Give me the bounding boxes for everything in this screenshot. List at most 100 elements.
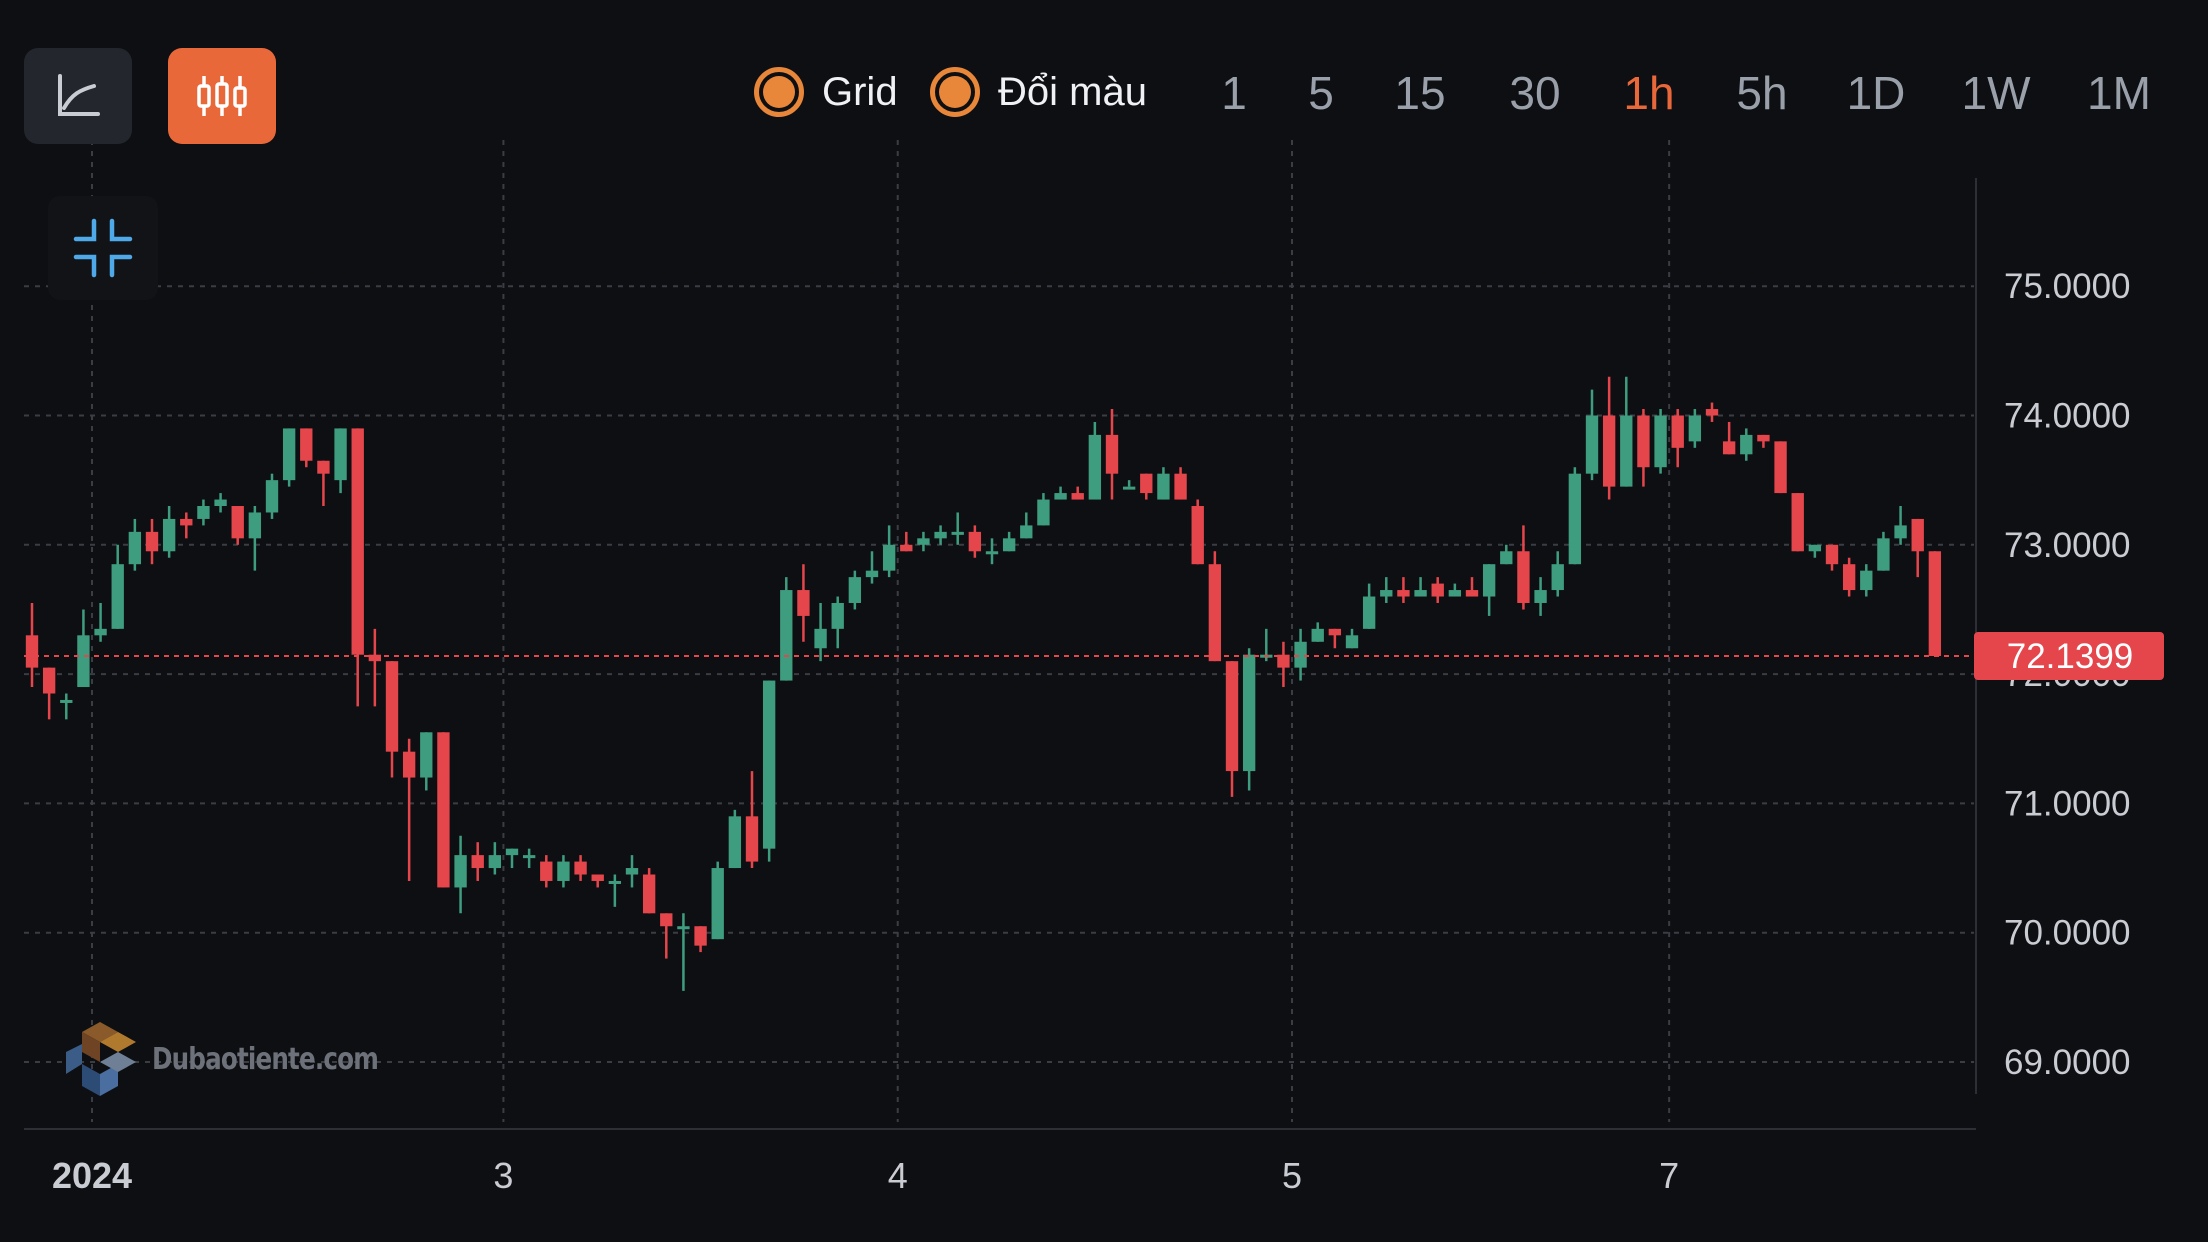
candle-body [711,868,724,940]
interval-5[interactable]: 5 [1308,67,1334,119]
watermark-logo-icon [66,1022,136,1096]
candle-body [1191,506,1204,565]
color-swap-toggle-label: Đổi màu [998,69,1147,114]
candle-body [488,855,502,869]
candle-body [1020,525,1033,539]
color-swap-radio-icon[interactable] [930,67,980,117]
toolbar: Grid Đổi màu 1 5 15 30 1h 5h 1D 1W 1M [0,0,2208,144]
grid-radio-icon[interactable] [754,67,804,117]
current-price-tag: 72.1399 [1974,632,2164,681]
candle-body [111,564,124,629]
candle-body [1071,493,1084,500]
candlestick-chart-button[interactable] [168,48,276,144]
candles [25,376,1942,991]
candle-body [162,518,176,552]
x-axis-labels: 2024 3 4 5 7 [52,1155,1679,1196]
x-axis-tick-label: 2024 [52,1155,132,1196]
candle-body [454,855,467,888]
candle-body [1345,635,1359,649]
candle-body [1431,583,1444,597]
candle-body [882,544,896,571]
candle-body [1397,590,1410,597]
candle-body [1482,564,1496,597]
grid-toggle-label: Grid [822,69,898,114]
candle-body [1500,551,1513,565]
candle-body [660,913,673,927]
candle-body [385,661,399,752]
interval-1[interactable]: 1 [1221,67,1247,119]
line-chart-icon [58,74,100,116]
candle-body [1534,590,1547,603]
interval-1h[interactable]: 1h [1623,67,1675,119]
candle-body [797,590,810,616]
x-axis-tick-label: 7 [1659,1155,1679,1196]
candle-body [934,531,947,539]
candle-body [60,699,73,703]
candle-body [1414,590,1427,597]
candle-body [1774,441,1787,494]
candle-body [1568,473,1582,565]
interval-5h[interactable]: 5h [1736,67,1788,119]
candle-body [1328,628,1342,636]
current-price-tag-bg [1974,632,2164,681]
candle-body [214,499,227,507]
color-swap-toggle[interactable]: Đổi màu [930,64,1147,120]
candle-body [231,506,244,539]
candle-body [1277,654,1290,668]
collapse-icon [73,218,133,278]
candle-body [677,926,690,930]
candle-body [848,577,862,603]
candle-body [1054,493,1067,500]
candle-body [1242,654,1256,772]
candle-body [197,506,210,519]
y-axis-tick-label: 69.0000 [2004,1043,2131,1082]
candle-body [1911,518,1924,552]
candle-body [1585,415,1599,474]
interval-15[interactable]: 15 [1394,67,1446,119]
candle-body [625,868,639,875]
interval-1m[interactable]: 1M [2087,67,2151,119]
candle-body [1140,473,1153,494]
candle-body [591,874,604,881]
candle-body [1928,551,1942,656]
candle-body [1637,415,1650,468]
candle-body [505,848,519,856]
candle-body [1225,661,1239,772]
candle-body [1551,564,1564,591]
candle-body [300,428,313,461]
candle-body [128,531,142,565]
interval-1w[interactable]: 1W [1961,67,2031,119]
candle-body [522,855,536,859]
candle-body [831,602,844,629]
candle-body [265,480,279,513]
y-axis-tick-label: 73.0000 [2004,526,2131,565]
interval-30[interactable]: 30 [1509,67,1561,119]
candle-body [951,531,964,535]
line-chart-button[interactable] [24,48,132,144]
candle-body [1380,590,1393,597]
candle-body [145,531,159,552]
candle-body [471,855,484,869]
y-axis-tick-label: 70.0000 [2004,914,2131,953]
grid-toggle[interactable]: Grid [754,64,898,120]
candle-body [1602,415,1616,487]
candle-body [180,518,193,526]
candle-body [77,635,90,688]
candle-body [1877,538,1890,571]
candle-body [608,880,622,884]
y-axis-tick-label: 74.0000 [2004,397,2131,436]
interval-1d[interactable]: 1D [1846,67,1906,119]
candle-body [917,538,930,545]
collapse-button[interactable] [48,196,158,300]
candle-body [368,654,382,662]
candle-body [437,732,450,888]
candle-body [780,590,793,681]
candle-body [351,428,364,655]
candle-body [1122,486,1136,490]
candle-body [42,667,56,694]
grid-lines [24,140,1974,1122]
candle-body [317,460,330,474]
candle-body [1791,493,1804,552]
candle-body [25,635,39,668]
